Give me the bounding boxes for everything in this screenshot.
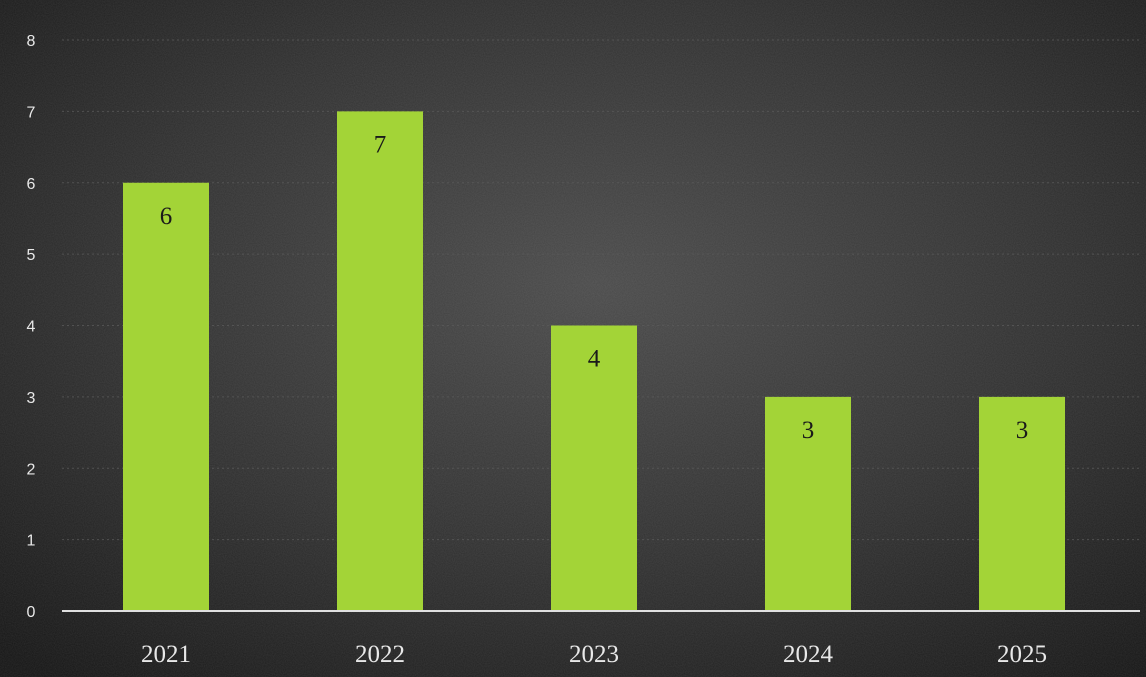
y-tick-label: 0: [27, 604, 36, 621]
data-label: 3: [1016, 417, 1029, 444]
data-label: 6: [160, 203, 173, 230]
bar: [123, 182, 209, 611]
y-tick-label: 1: [27, 533, 36, 550]
x-tick-label: 2023: [569, 641, 619, 668]
y-axis-ticks: 0 1 2 3 4 5 6 7 8: [27, 33, 36, 621]
bar: [979, 396, 1065, 611]
bar: [765, 396, 851, 611]
data-label: 3: [802, 417, 815, 444]
x-tick-label: 2024: [783, 641, 834, 668]
y-tick-label: 3: [27, 390, 36, 407]
data-label: 4: [588, 346, 601, 373]
data-label: 7: [374, 131, 387, 158]
y-tick-label: 6: [27, 176, 36, 193]
y-tick-label: 8: [27, 33, 36, 50]
y-tick-label: 5: [27, 247, 36, 264]
bar: [551, 325, 637, 611]
x-tick-label: 2025: [997, 641, 1047, 668]
data-labels: 6 7 4 3 3: [160, 131, 1029, 444]
y-tick-label: 7: [27, 104, 36, 121]
x-tick-label: 2022: [355, 641, 405, 668]
y-tick-label: 2: [27, 461, 36, 478]
bar: [337, 111, 423, 611]
y-tick-label: 4: [27, 319, 36, 336]
x-tick-label: 2021: [141, 641, 191, 668]
x-axis-ticks: 2021 2022 2023 2024 2025: [141, 641, 1047, 668]
bars: [123, 111, 1065, 611]
